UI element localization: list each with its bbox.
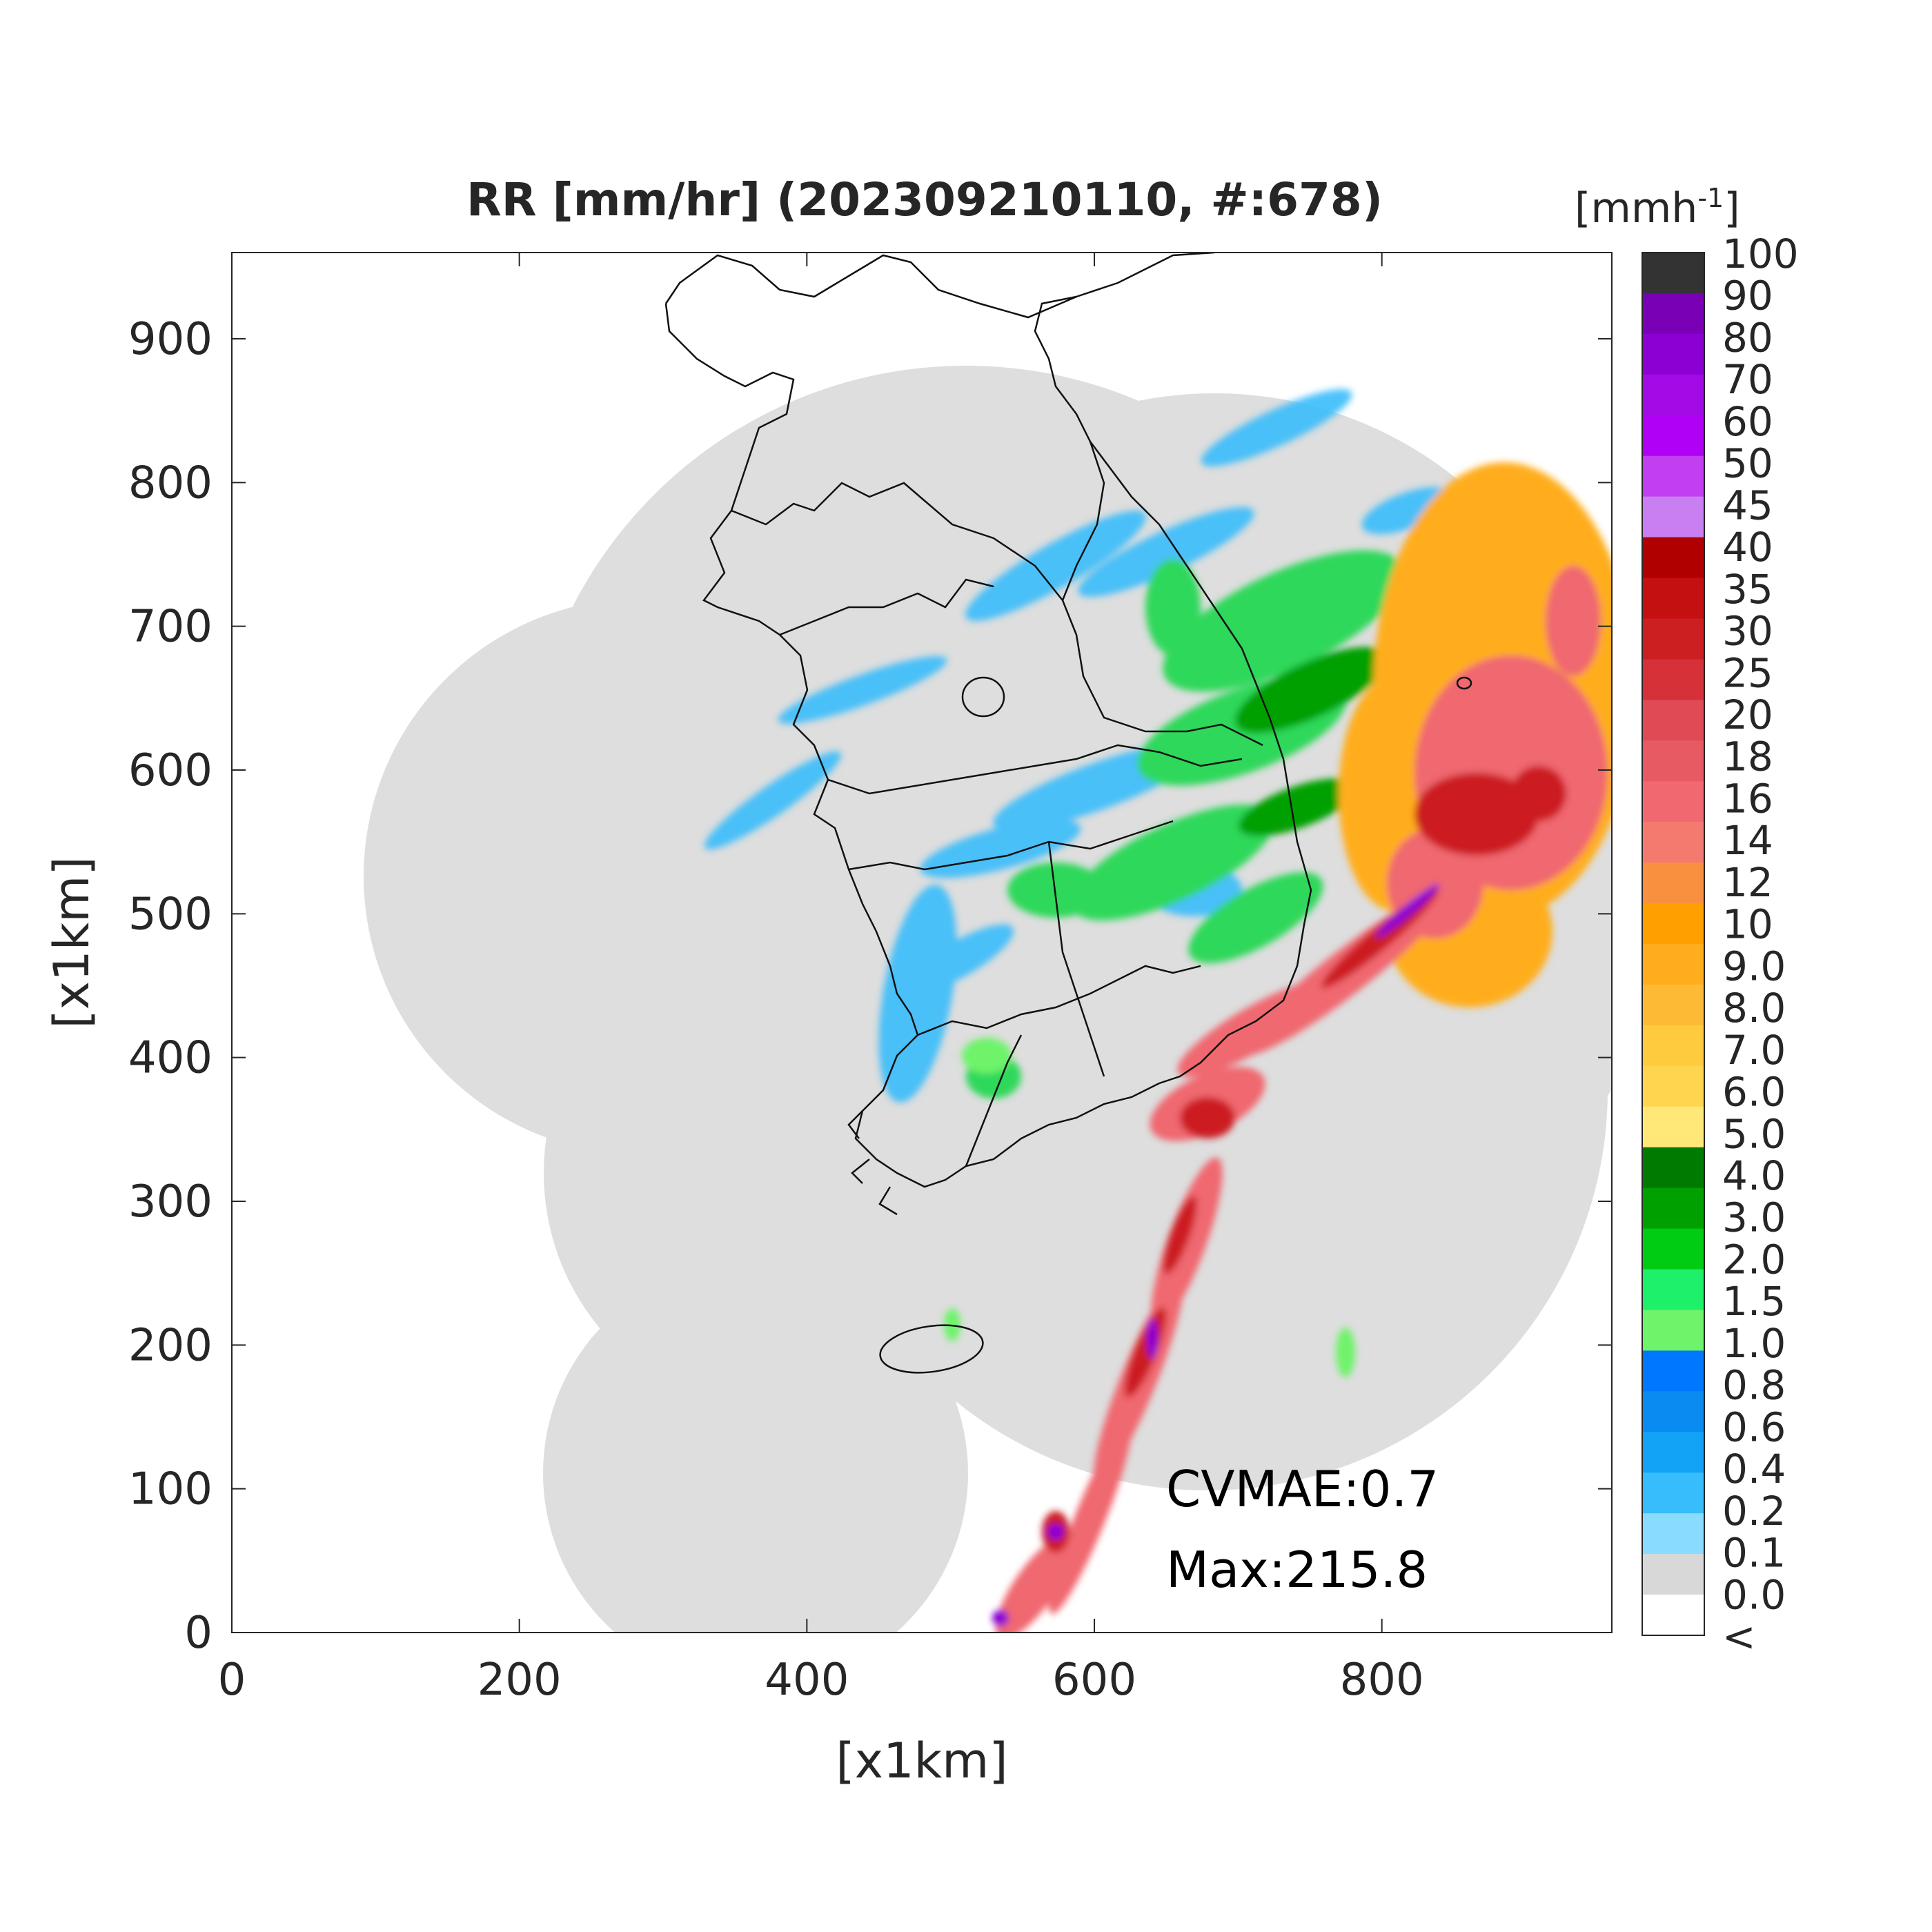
y-axis: 0 100 200 300 400 500 600 700 800 900: [128, 314, 1612, 1659]
colorbar-swatch: [1642, 1595, 1704, 1636]
colorbar-tick-label: 70: [1722, 356, 1773, 403]
colorbar-swatch: [1642, 1310, 1704, 1351]
colorbar-swatch: [1642, 1147, 1704, 1189]
y-tick-label: 200: [128, 1320, 213, 1371]
colorbar-tick-label: <: [1722, 1613, 1756, 1660]
colorbar-tick-label: 7.0: [1722, 1027, 1786, 1074]
colorbar-tick-label: 0.0: [1722, 1571, 1786, 1618]
colorbar-swatch: [1642, 822, 1704, 863]
colorbar-tick-label: 35: [1722, 566, 1773, 613]
x-tick-label: 600: [1052, 1655, 1136, 1706]
colorbar-tick-label: 0.1: [1722, 1530, 1786, 1577]
colorbar-swatch: [1642, 1350, 1704, 1392]
colorbar-tick-label: 0.2: [1722, 1488, 1786, 1535]
map-outline: [664, 253, 1472, 1374]
colorbar-tick-label: 10: [1722, 901, 1773, 948]
colorbar-swatch: [1642, 1269, 1704, 1310]
colorbar-tick-label: 45: [1722, 482, 1773, 529]
colorbar-swatch: [1642, 1391, 1704, 1432]
y-tick-label: 800: [128, 457, 213, 509]
colorbar-tick-label: 25: [1722, 649, 1773, 696]
colorbar-swatch: [1642, 862, 1704, 904]
colorbar-swatch: [1642, 1025, 1704, 1067]
colorbar-swatch: [1642, 984, 1704, 1026]
x-tick-label: 400: [765, 1655, 849, 1706]
colorbar-swatch: [1642, 1432, 1704, 1473]
colorbar-tick-label: 16: [1722, 775, 1773, 822]
x-tick-label: 200: [477, 1655, 562, 1706]
max-annotation: Max:215.8: [1166, 1541, 1428, 1599]
colorbar-tick-label: 40: [1722, 524, 1773, 571]
colorbar-swatch: [1642, 578, 1704, 619]
colorbar-swatch: [1642, 700, 1704, 741]
colorbar-frame: [1642, 252, 1705, 1636]
colorbar: 100908070605045403530252018161412109.08.…: [1642, 230, 1799, 1660]
colorbar-swatch: [1642, 374, 1704, 416]
colorbar-tick-label: 2.0: [1722, 1236, 1786, 1283]
colorbar-swatch: [1642, 1187, 1704, 1230]
colorbar-swatch: [1642, 1472, 1704, 1514]
colorbar-tick-label: 60: [1722, 398, 1773, 445]
colorbar-swatch: [1642, 740, 1704, 782]
colorbar-swatch: [1642, 415, 1704, 457]
colorbar-tick-label: 0.8: [1722, 1362, 1786, 1409]
colorbar-swatch: [1642, 1554, 1704, 1595]
colorbar-tick-label: 9.0: [1722, 943, 1786, 989]
colorbar-tick-label: 100: [1722, 230, 1799, 277]
colorbar-tick-label: 5.0: [1722, 1110, 1786, 1157]
colorbar-swatch: [1642, 781, 1704, 822]
y-tick-label: 900: [128, 314, 213, 365]
colorbar-tick-label: 90: [1722, 273, 1773, 319]
colorbar-tick-label: 50: [1722, 440, 1773, 487]
colorbar-tick-label: 14: [1722, 817, 1773, 864]
x-tick-label: 0: [218, 1655, 246, 1706]
colorbar-tick-label: 18: [1722, 733, 1773, 780]
colorbar-tick-label: 0.6: [1722, 1403, 1786, 1450]
y-tick-label: 300: [128, 1176, 213, 1228]
x-tick-label: 800: [1340, 1655, 1424, 1706]
plot-frame: [231, 252, 1613, 1633]
colorbar-tick-label: 1.0: [1722, 1320, 1786, 1367]
chart-title: RR [mm/hr] (202309210110, #:678): [466, 173, 1383, 226]
colorbar-swatch: [1642, 253, 1704, 294]
colorbar-swatch: [1642, 1513, 1704, 1555]
colorbar-tick-label: 3.0: [1722, 1194, 1786, 1241]
y-tick-label: 0: [184, 1608, 213, 1659]
colorbar-tick-label: 0.4: [1722, 1446, 1786, 1492]
colorbar-unit: [mmh-1]: [1575, 183, 1740, 233]
colorbar-tick-label: 4.0: [1722, 1152, 1786, 1199]
colorbar-tick-label: 12: [1722, 859, 1773, 906]
colorbar-swatch: [1642, 1065, 1704, 1107]
colorbar-swatch: [1642, 537, 1704, 579]
colorbar-swatch: [1642, 618, 1704, 660]
precipitation-field: [704, 389, 1612, 1633]
colorbar-tick-label: 6.0: [1722, 1069, 1786, 1116]
colorbar-tick-label: 30: [1722, 608, 1773, 655]
colorbar-swatch: [1642, 944, 1704, 985]
colorbar-swatch: [1642, 1228, 1704, 1270]
y-tick-label: 700: [128, 602, 213, 653]
colorbar-swatch: [1642, 333, 1704, 375]
x-axis-label: [x1km]: [836, 1733, 1007, 1789]
colorbar-tick-label: 8.0: [1722, 985, 1786, 1032]
cvmae-annotation: CVMAE:0.7: [1166, 1460, 1439, 1518]
y-tick-label: 600: [128, 745, 213, 796]
colorbar-swatch: [1642, 903, 1704, 945]
y-axis-label: [x1km]: [43, 856, 100, 1028]
colorbar-swatch: [1642, 659, 1704, 700]
colorbar-tick-label: 80: [1722, 314, 1773, 361]
colorbar-tick-label: 20: [1722, 691, 1773, 738]
colorbar-tick-label: 1.5: [1722, 1278, 1786, 1325]
x-axis: 0 200 400 600 800: [218, 253, 1424, 1706]
y-tick-label: 100: [128, 1464, 213, 1515]
y-tick-label: 500: [128, 889, 213, 940]
colorbar-swatch: [1642, 293, 1704, 335]
colorbar-swatch: [1642, 455, 1704, 497]
y-tick-label: 400: [128, 1033, 213, 1084]
colorbar-swatch: [1642, 1106, 1704, 1148]
plot-area: [232, 253, 1612, 1633]
colorbar-swatch: [1642, 496, 1704, 538]
